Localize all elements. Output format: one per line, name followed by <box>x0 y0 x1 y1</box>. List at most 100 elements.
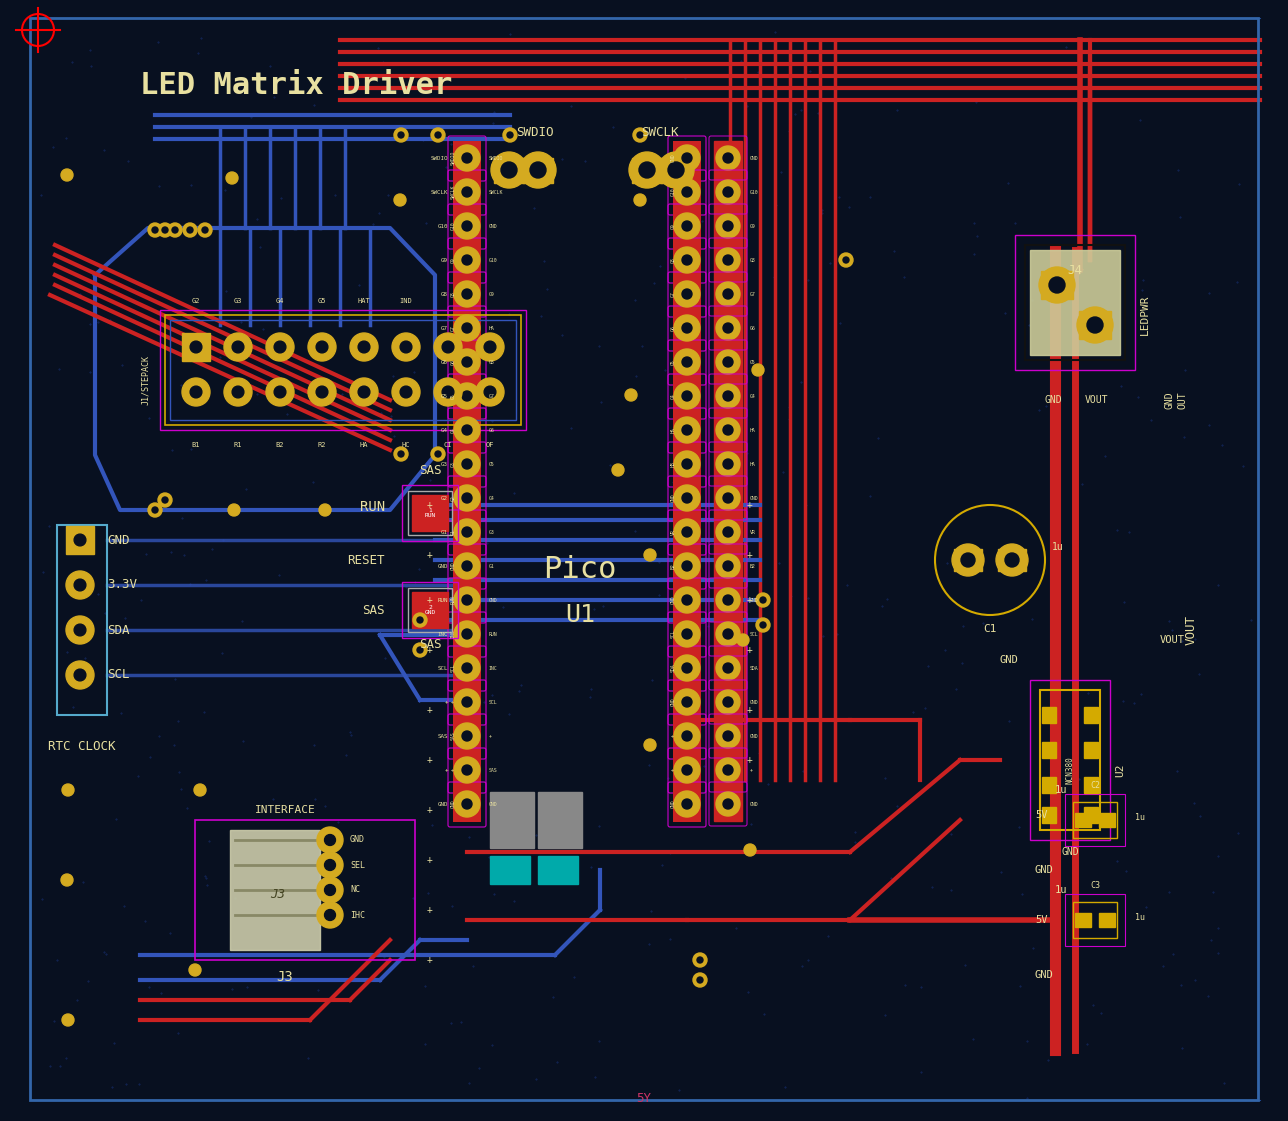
Text: G8: G8 <box>671 257 675 263</box>
Text: Pico: Pico <box>544 556 617 584</box>
Circle shape <box>413 613 428 627</box>
Circle shape <box>182 378 210 406</box>
Circle shape <box>683 663 692 673</box>
Text: G4: G4 <box>276 298 285 304</box>
Bar <box>1042 777 1056 793</box>
Circle shape <box>683 221 692 231</box>
Bar <box>1084 807 1097 823</box>
Circle shape <box>674 621 699 647</box>
Circle shape <box>674 689 699 715</box>
Text: VOUT: VOUT <box>1160 634 1185 645</box>
Bar <box>714 175 742 209</box>
Circle shape <box>756 593 770 606</box>
Text: G1: G1 <box>440 529 448 535</box>
Bar <box>1065 895 1124 946</box>
Text: +: + <box>750 768 753 772</box>
Circle shape <box>961 553 975 567</box>
Bar <box>674 413 701 448</box>
Bar <box>453 787 480 822</box>
Circle shape <box>504 128 516 142</box>
Bar <box>719 423 737 437</box>
Text: C1: C1 <box>983 624 997 634</box>
Text: G9: G9 <box>671 223 675 229</box>
Circle shape <box>183 223 197 237</box>
Text: SWDIO: SWDIO <box>489 156 504 160</box>
Text: SAS: SAS <box>362 603 385 617</box>
Text: RUN: RUN <box>489 631 497 637</box>
Bar <box>66 526 94 554</box>
Text: GND: GND <box>1166 391 1175 409</box>
Circle shape <box>683 493 692 503</box>
Text: G6: G6 <box>440 360 448 364</box>
Text: +: + <box>747 645 753 655</box>
Circle shape <box>453 621 480 647</box>
Bar <box>402 485 459 541</box>
Bar <box>457 627 477 641</box>
Circle shape <box>453 689 480 715</box>
Bar <box>719 151 737 165</box>
Circle shape <box>308 378 336 406</box>
Text: 1u: 1u <box>1055 884 1068 895</box>
Text: SCL: SCL <box>451 664 456 673</box>
Circle shape <box>162 226 167 233</box>
Circle shape <box>674 315 699 341</box>
Text: OUT: OUT <box>1179 391 1188 409</box>
Circle shape <box>716 452 741 476</box>
Text: U2: U2 <box>1115 763 1124 777</box>
Circle shape <box>683 425 692 435</box>
Text: G8: G8 <box>489 360 495 364</box>
Bar <box>674 243 701 278</box>
Circle shape <box>62 784 73 796</box>
Bar <box>453 413 480 448</box>
Bar <box>523 158 553 183</box>
Text: IND: IND <box>399 298 412 304</box>
Circle shape <box>462 799 471 809</box>
Circle shape <box>674 519 699 545</box>
Circle shape <box>394 128 408 142</box>
Text: B2: B2 <box>276 442 285 448</box>
Circle shape <box>723 731 733 741</box>
Bar <box>677 559 697 573</box>
Circle shape <box>674 145 699 172</box>
Bar <box>677 253 697 267</box>
Bar <box>674 175 701 210</box>
Text: +: + <box>489 733 492 739</box>
Circle shape <box>350 378 377 406</box>
Circle shape <box>668 163 684 178</box>
Bar <box>453 719 480 754</box>
Text: G9: G9 <box>489 291 495 296</box>
Bar <box>1030 250 1121 355</box>
Circle shape <box>187 226 193 233</box>
Bar <box>1042 707 1056 723</box>
Circle shape <box>683 595 692 605</box>
Circle shape <box>152 226 158 233</box>
Bar <box>457 423 477 437</box>
Text: SCL: SCL <box>438 666 448 670</box>
Circle shape <box>716 248 741 272</box>
Circle shape <box>674 655 699 680</box>
Text: HA: HA <box>750 427 756 433</box>
Circle shape <box>462 323 471 333</box>
Bar <box>719 763 737 777</box>
Text: SWDIO: SWDIO <box>516 127 554 139</box>
Bar <box>677 627 697 641</box>
Bar <box>1030 680 1110 840</box>
Circle shape <box>716 146 741 170</box>
Text: GND: GND <box>750 156 759 160</box>
Circle shape <box>683 187 692 197</box>
Text: HC: HC <box>402 442 411 448</box>
Circle shape <box>520 152 556 188</box>
Bar <box>674 515 701 550</box>
Bar <box>719 253 737 267</box>
Circle shape <box>398 132 404 138</box>
Circle shape <box>716 691 741 714</box>
Bar <box>714 243 742 277</box>
Circle shape <box>674 757 699 782</box>
Text: G3: G3 <box>233 298 242 304</box>
Circle shape <box>462 629 471 639</box>
Circle shape <box>75 624 86 636</box>
Circle shape <box>723 629 733 639</box>
Bar <box>719 321 737 335</box>
Circle shape <box>723 765 733 775</box>
Text: +: + <box>428 756 433 765</box>
